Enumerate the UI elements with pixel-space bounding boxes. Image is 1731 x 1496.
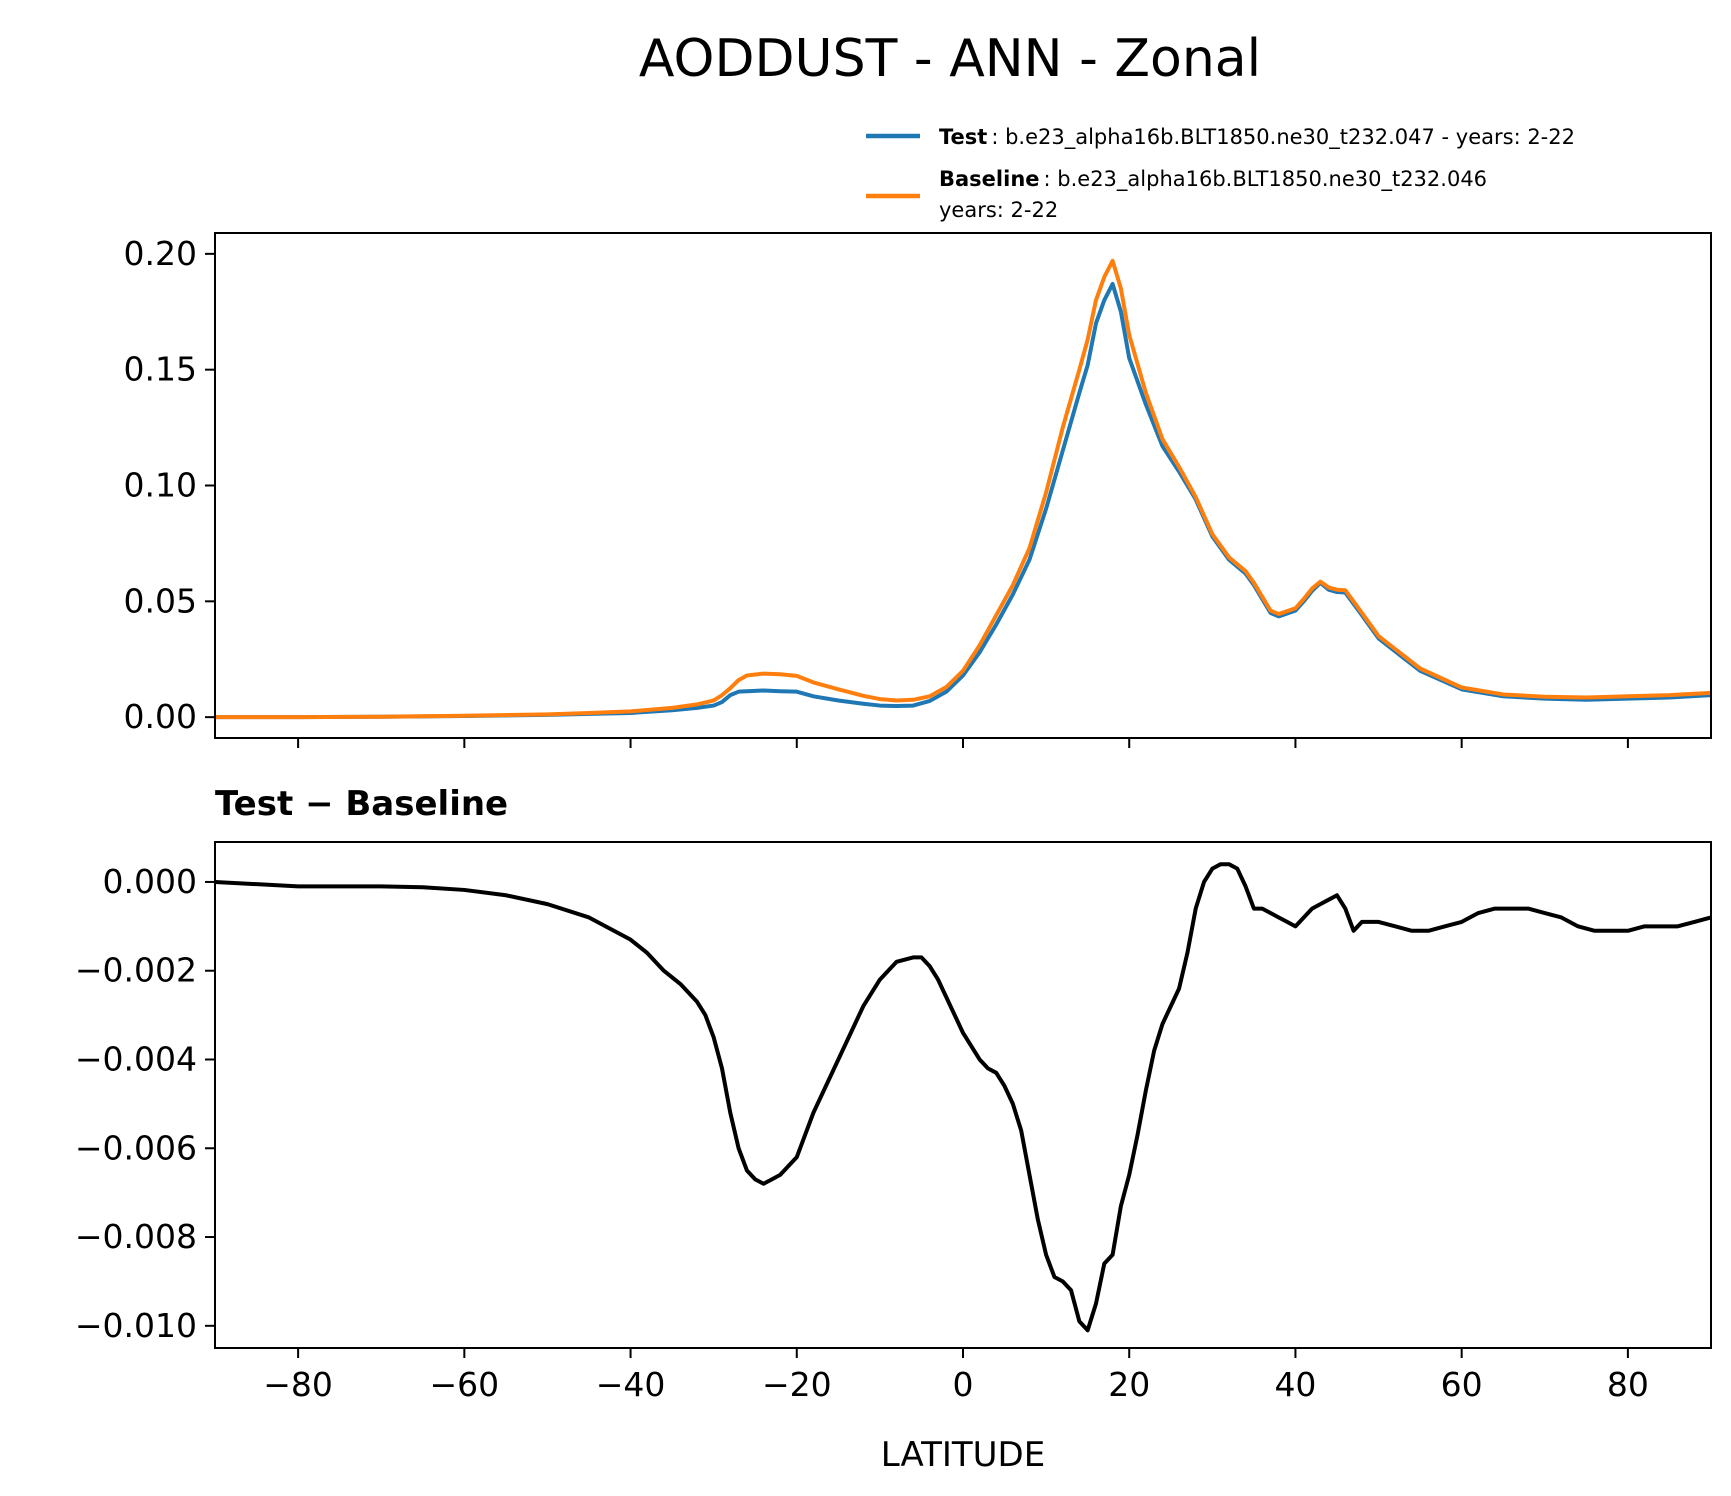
bottom-y-tick-label: −0.008: [75, 1217, 197, 1256]
bottom-axes-frame: [214, 841, 1712, 1349]
top-panel: 0.00 0.05 0.10 0.15 0.20: [124, 232, 1712, 748]
top-series-lines: [215, 258, 1712, 720]
bottom-panel-title: Test − Baseline: [215, 784, 508, 824]
bottom-y-tick-label: −0.004: [75, 1039, 197, 1078]
x-axis-label: LATITUDE: [881, 1435, 1045, 1475]
bottom-x-tick-label: 20: [1108, 1365, 1150, 1404]
bottom-x-ticks: −80 −60 −40 −20 0 20 40 60 80: [263, 1348, 1649, 1404]
bottom-y-tick-label: 0.000: [103, 862, 197, 901]
bottom-y-tick-label: −0.006: [75, 1128, 197, 1167]
top-x-ticks: [297, 738, 1629, 748]
bottom-series-test-baseline: [214, 862, 1712, 1333]
top-series-baseline: [215, 258, 1712, 720]
legend-baseline-label: Baseline: b.e23_alpha16b.BLT1850.ne30_t2…: [939, 167, 1487, 192]
bottom-x-tick-label: −20: [762, 1365, 832, 1404]
top-y-ticks: 0.00 0.05 0.10 0.15 0.20: [124, 234, 215, 736]
bottom-x-tick-label: −60: [430, 1365, 500, 1404]
top-series-test: [215, 281, 1712, 720]
bottom-x-tick-label: −80: [263, 1365, 333, 1404]
figure-title: AODDUST - ANN - Zonal: [639, 29, 1261, 89]
top-y-tick-label: 0.20: [124, 234, 197, 273]
bottom-series-lines: [214, 862, 1712, 1333]
bottom-x-tick-label: −40: [596, 1365, 666, 1404]
bottom-y-tick-label: −0.002: [75, 951, 197, 990]
bottom-x-tick-label: 60: [1441, 1365, 1483, 1404]
top-y-tick-label: 0.15: [124, 350, 197, 389]
bottom-y-ticks: 0.000 −0.002 −0.004 −0.006 −0.008 −0.010: [75, 862, 215, 1345]
top-axes-frame: [214, 232, 1712, 739]
bottom-y-tick-label: −0.010: [75, 1306, 197, 1345]
legend: Test: b.e23_alpha16b.BLT1850.ne30_t232.0…: [866, 125, 1575, 222]
legend-baseline-label-line2: years: 2-22: [939, 198, 1058, 222]
top-y-tick-label: 0.10: [124, 466, 197, 505]
top-y-tick-label: 0.00: [124, 697, 197, 736]
legend-test-label: Test: b.e23_alpha16b.BLT1850.ne30_t232.0…: [939, 125, 1575, 150]
bottom-x-tick-label: 80: [1607, 1365, 1649, 1404]
bottom-x-tick-label: 0: [953, 1365, 974, 1404]
top-y-tick-label: 0.05: [124, 581, 197, 620]
bottom-x-tick-label: 40: [1274, 1365, 1316, 1404]
bottom-panel: Test − Baseline 0.000 −0.002 −0.004 −0.006 −…: [75, 784, 1712, 1475]
